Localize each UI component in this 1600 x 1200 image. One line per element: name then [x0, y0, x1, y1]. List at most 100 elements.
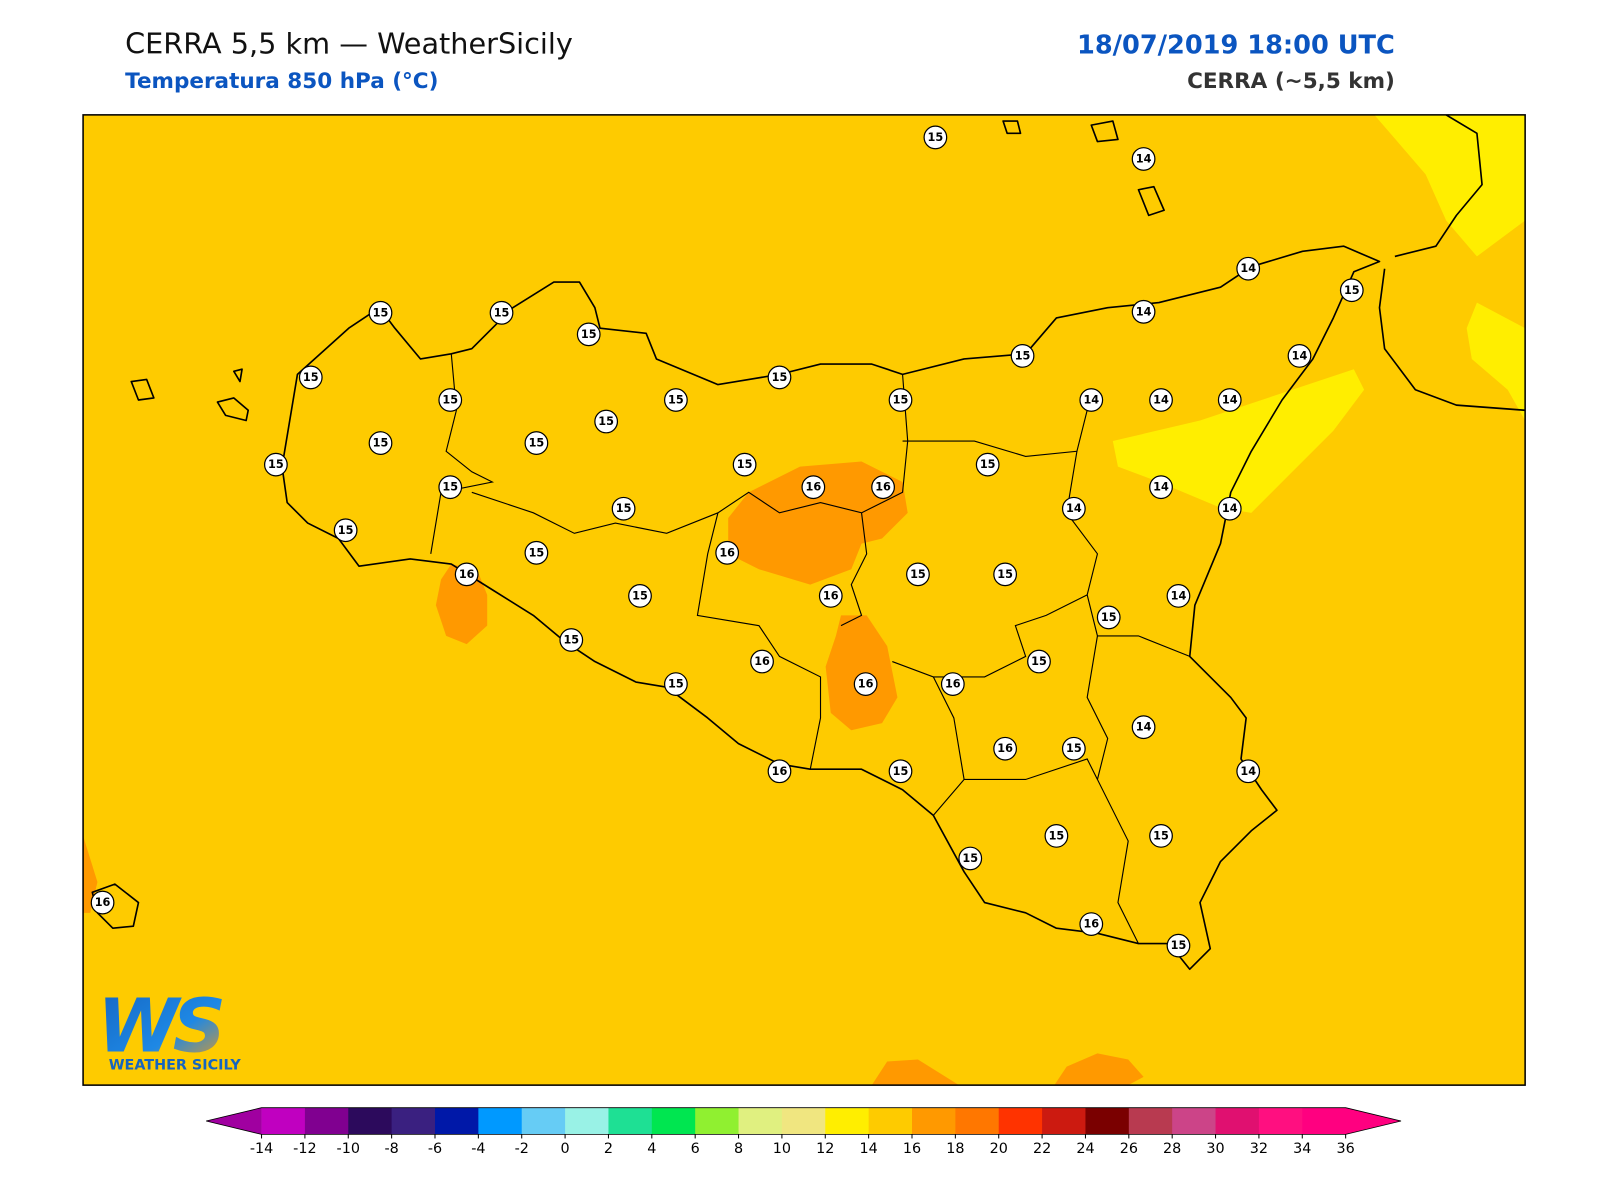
station-marker [923, 125, 948, 150]
station: 15 [594, 409, 619, 434]
colorbar-tick-label: 24 [1076, 1141, 1094, 1157]
station-value: 15 [1066, 742, 1082, 755]
station: 15 [1339, 278, 1364, 303]
logo-mark: WS [97, 983, 222, 1069]
station: 15 [524, 431, 549, 455]
station-marker [1079, 388, 1104, 412]
station: 15 [906, 562, 930, 587]
station: 14 [1149, 475, 1173, 500]
colorbar-segment [998, 1107, 1043, 1135]
colorbar-tick-label: 0 [561, 1141, 570, 1157]
station-marker [333, 518, 358, 543]
station: 15 [663, 388, 688, 412]
colorbar-tick-label: 34 [1293, 1141, 1311, 1157]
station: 14 [1061, 496, 1086, 521]
station-marker [1131, 299, 1156, 324]
station-value: 15 [737, 458, 753, 471]
station: 15 [975, 452, 1000, 477]
station-value: 14 [1240, 765, 1256, 778]
station-value: 16 [772, 765, 788, 778]
logo-text: WEATHER SICILY [109, 1058, 242, 1074]
station-marker [663, 388, 688, 412]
station: 15 [993, 562, 1018, 587]
station: 14 [1131, 147, 1156, 171]
station: 16 [801, 475, 826, 500]
station-marker [298, 365, 323, 390]
orange-area [435, 564, 488, 645]
station: 15 [438, 388, 463, 412]
station: 15 [559, 628, 584, 652]
station-value: 15 [563, 634, 579, 647]
station-value: 14 [1222, 502, 1238, 515]
colorbar-tick-label: 14 [860, 1141, 878, 1157]
station-marker [663, 672, 688, 696]
station-value: 15 [529, 437, 545, 450]
colorbar-tick-label: 4 [647, 1141, 656, 1157]
station: 15 [732, 452, 757, 477]
station-marker [1217, 496, 1242, 521]
map-background [83, 114, 1526, 1086]
station: 15 [888, 759, 913, 784]
station-value: 14 [1136, 305, 1152, 318]
station-value: 16 [459, 568, 475, 581]
station: 15 [368, 431, 393, 455]
station-marker [594, 409, 619, 434]
colorbar-tick-label: 22 [1033, 1141, 1051, 1157]
yellow-area [1374, 114, 1526, 257]
station: 15 [611, 496, 636, 521]
station-marker [611, 496, 636, 521]
station-marker [767, 759, 792, 784]
colorbar-tick-label: 26 [1120, 1141, 1138, 1157]
station: 16 [1079, 912, 1104, 936]
colorbar-tick-label: -14 [250, 1141, 273, 1157]
station: 14 [1236, 256, 1261, 281]
station: 15 [1149, 823, 1173, 848]
station: 15 [628, 583, 652, 608]
station-value: 15 [338, 524, 354, 537]
station-marker [993, 562, 1018, 587]
station-value: 16 [805, 481, 821, 494]
station-marker [1149, 475, 1173, 500]
station-value: 16 [754, 655, 770, 668]
station-marker [1166, 583, 1191, 608]
station-value: 15 [1015, 349, 1031, 362]
station: 16 [90, 890, 115, 915]
colorbar-segment [348, 1107, 393, 1135]
station-value: 15 [668, 394, 684, 407]
station-marker [576, 322, 601, 347]
station-marker [1061, 496, 1086, 521]
station: 14 [1236, 759, 1261, 784]
station-value: 15 [598, 415, 614, 428]
station: 16 [767, 759, 792, 784]
colorbar-tick-label: 2 [604, 1141, 613, 1157]
station-value: 15 [616, 502, 632, 515]
station-marker [438, 388, 463, 412]
colorbar-tick-label: 28 [1163, 1141, 1181, 1157]
station-marker [1236, 759, 1261, 784]
colorbar-tick-label: 16 [903, 1141, 921, 1157]
station-marker [368, 431, 393, 455]
map-frame [82, 114, 1526, 1086]
station: 16 [993, 736, 1018, 761]
station: 15 [1096, 605, 1121, 630]
station-value: 16 [997, 742, 1013, 755]
station-value: 15 [529, 546, 545, 559]
colorbar-segment [304, 1107, 349, 1135]
station-marker [1044, 823, 1069, 848]
station-marker [438, 475, 463, 500]
station-value: 16 [858, 678, 874, 691]
colorbar-segment [781, 1107, 826, 1135]
calabria-coast [1378, 114, 1526, 412]
station-marker [524, 431, 549, 455]
station-marker [1339, 278, 1364, 303]
province-borders [430, 353, 1190, 944]
station-marker [818, 583, 843, 608]
station: 15 [958, 846, 983, 871]
station-marker [853, 672, 878, 696]
station-marker [1010, 343, 1035, 368]
station-value: 14 [1240, 262, 1256, 275]
station: 15 [368, 300, 393, 325]
orange-area [83, 835, 98, 913]
colorbar-segment [608, 1107, 653, 1135]
